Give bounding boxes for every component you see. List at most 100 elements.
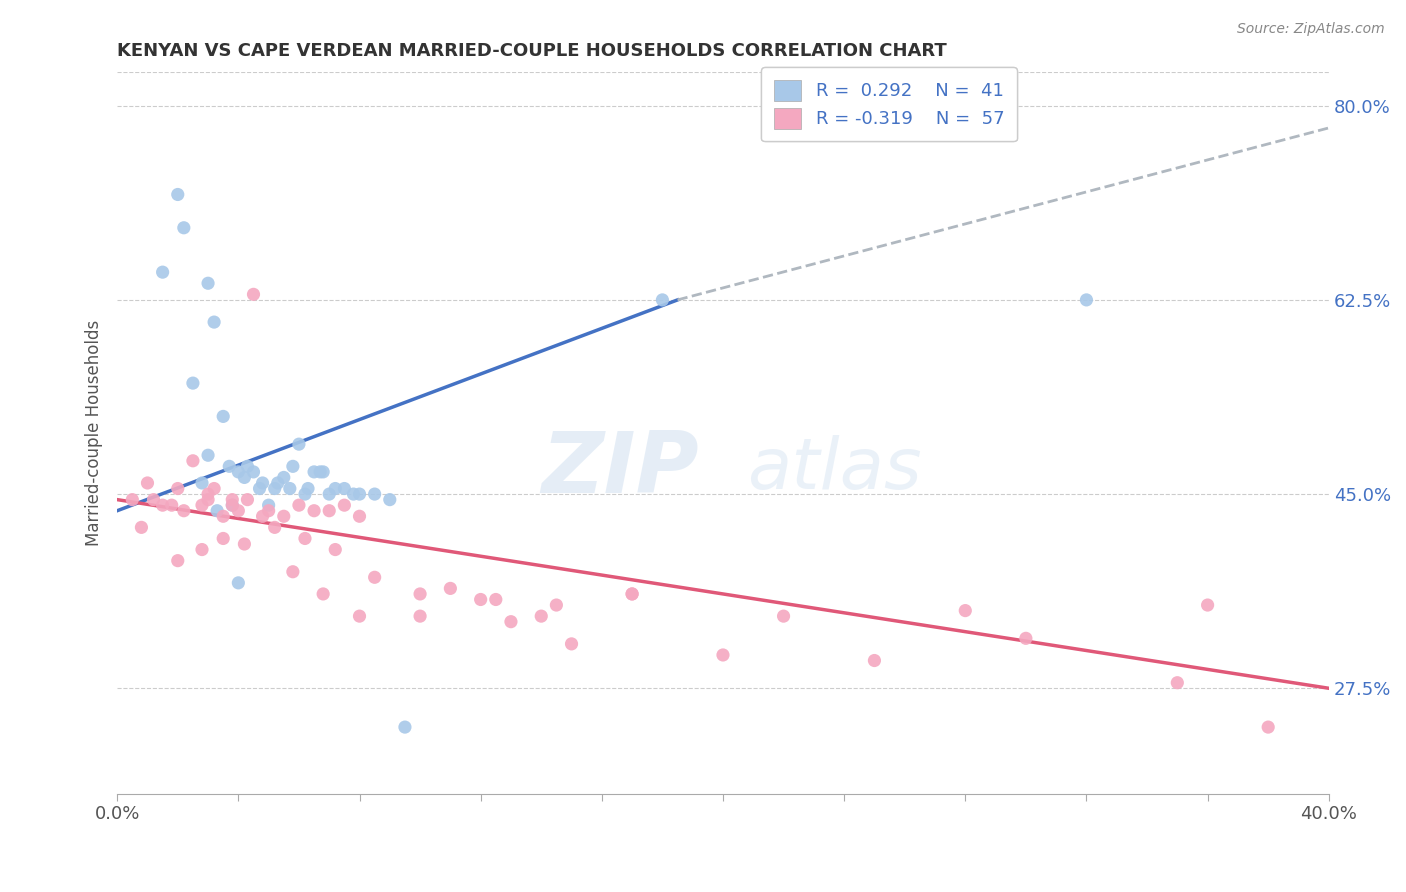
Legend: R =  0.292    N =  41, R = -0.319    N =  57: R = 0.292 N = 41, R = -0.319 N = 57 bbox=[762, 67, 1017, 141]
Point bbox=[242, 465, 264, 479]
Point bbox=[363, 570, 385, 584]
Text: atlas: atlas bbox=[747, 434, 922, 504]
Text: ZIP: ZIP bbox=[541, 427, 699, 510]
Point bbox=[288, 498, 311, 512]
Point bbox=[212, 509, 235, 524]
Point bbox=[181, 454, 204, 468]
Point bbox=[439, 582, 461, 596]
Point bbox=[560, 637, 582, 651]
Point bbox=[349, 609, 371, 624]
Point bbox=[228, 575, 250, 590]
Point bbox=[955, 604, 977, 618]
Point bbox=[323, 542, 346, 557]
Point bbox=[121, 492, 143, 507]
Point bbox=[233, 470, 256, 484]
Point bbox=[257, 498, 280, 512]
Point bbox=[197, 277, 219, 291]
Point bbox=[349, 487, 371, 501]
Point bbox=[309, 465, 332, 479]
Point bbox=[173, 220, 195, 235]
Point bbox=[1197, 598, 1219, 612]
Point bbox=[378, 492, 401, 507]
Point bbox=[221, 498, 243, 512]
Point bbox=[546, 598, 568, 612]
Point bbox=[191, 498, 214, 512]
Point bbox=[197, 492, 219, 507]
Point bbox=[136, 475, 159, 490]
Point bbox=[394, 720, 416, 734]
Point bbox=[218, 459, 240, 474]
Point bbox=[302, 465, 325, 479]
Point bbox=[160, 498, 183, 512]
Point bbox=[228, 465, 250, 479]
Point bbox=[273, 470, 295, 484]
Point bbox=[242, 287, 264, 301]
Point bbox=[166, 554, 188, 568]
Point bbox=[228, 504, 250, 518]
Point bbox=[197, 487, 219, 501]
Point bbox=[318, 504, 340, 518]
Point bbox=[142, 492, 165, 507]
Point bbox=[233, 537, 256, 551]
Point bbox=[191, 542, 214, 557]
Point bbox=[1166, 675, 1188, 690]
Point bbox=[197, 448, 219, 462]
Point bbox=[711, 648, 734, 662]
Point bbox=[236, 492, 259, 507]
Point bbox=[318, 487, 340, 501]
Point bbox=[1015, 632, 1038, 646]
Point bbox=[621, 587, 644, 601]
Point bbox=[212, 409, 235, 424]
Point bbox=[342, 487, 364, 501]
Point bbox=[221, 498, 243, 512]
Point bbox=[1257, 720, 1279, 734]
Point bbox=[333, 498, 356, 512]
Point bbox=[333, 482, 356, 496]
Point bbox=[273, 509, 295, 524]
Point bbox=[281, 459, 304, 474]
Point bbox=[249, 482, 271, 496]
Point bbox=[166, 187, 188, 202]
Point bbox=[263, 482, 285, 496]
Point bbox=[772, 609, 794, 624]
Point bbox=[863, 653, 886, 667]
Point bbox=[499, 615, 522, 629]
Point bbox=[312, 465, 335, 479]
Point bbox=[409, 587, 432, 601]
Point bbox=[202, 315, 225, 329]
Point bbox=[152, 498, 174, 512]
Point bbox=[131, 520, 153, 534]
Point bbox=[281, 565, 304, 579]
Point bbox=[294, 487, 316, 501]
Point bbox=[152, 265, 174, 279]
Point bbox=[297, 482, 319, 496]
Point bbox=[288, 437, 311, 451]
Point bbox=[221, 492, 243, 507]
Point bbox=[166, 482, 188, 496]
Point bbox=[191, 475, 214, 490]
Point bbox=[621, 587, 644, 601]
Point bbox=[236, 459, 259, 474]
Point bbox=[173, 504, 195, 518]
Text: Source: ZipAtlas.com: Source: ZipAtlas.com bbox=[1237, 22, 1385, 37]
Point bbox=[263, 520, 285, 534]
Point bbox=[323, 482, 346, 496]
Text: KENYAN VS CAPE VERDEAN MARRIED-COUPLE HOUSEHOLDS CORRELATION CHART: KENYAN VS CAPE VERDEAN MARRIED-COUPLE HO… bbox=[117, 42, 946, 60]
Point bbox=[363, 487, 385, 501]
Point bbox=[205, 504, 228, 518]
Point bbox=[252, 475, 274, 490]
Point bbox=[267, 475, 290, 490]
Y-axis label: Married-couple Households: Married-couple Households bbox=[86, 320, 103, 546]
Point bbox=[485, 592, 508, 607]
Point bbox=[651, 293, 673, 307]
Point bbox=[409, 609, 432, 624]
Point bbox=[294, 532, 316, 546]
Point bbox=[302, 504, 325, 518]
Point bbox=[530, 609, 553, 624]
Point bbox=[252, 509, 274, 524]
Point bbox=[278, 482, 301, 496]
Point bbox=[349, 509, 371, 524]
Point bbox=[470, 592, 492, 607]
Point bbox=[312, 587, 335, 601]
Point bbox=[1076, 293, 1098, 307]
